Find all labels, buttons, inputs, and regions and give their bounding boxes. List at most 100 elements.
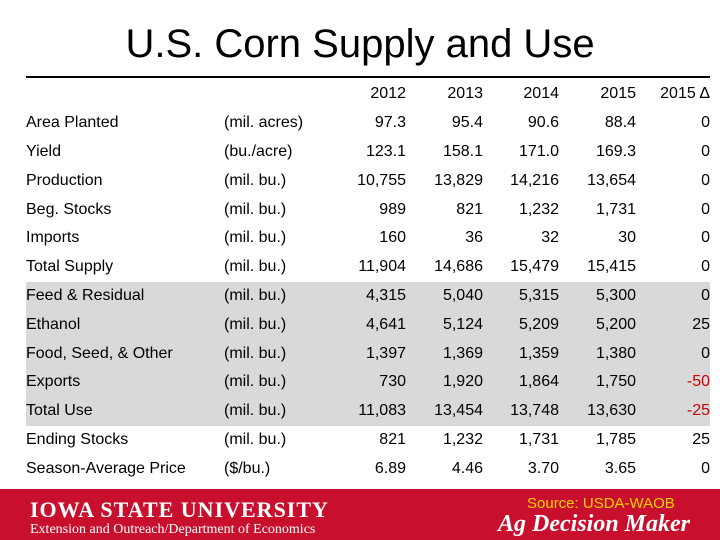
row-label: Ethanol — [26, 310, 224, 340]
value-cell: 1,397 — [334, 339, 406, 368]
value-cell: 158.1 — [442, 142, 483, 160]
value-cell: 1,731 — [518, 430, 559, 448]
value-cell: 5,300 — [559, 281, 636, 311]
row-unit: (mil. bu.) — [224, 200, 287, 218]
change-cell: 0 — [701, 114, 710, 132]
value-cell: 1,920 — [406, 367, 483, 397]
table-row: Imports (mil. bu.) 160 36 32 30 0 — [26, 224, 710, 253]
row-label: Imports — [26, 229, 80, 247]
value-cell: 1,785 — [595, 430, 636, 448]
value-cell: 32 — [541, 229, 559, 247]
row-label: Feed & Residual — [26, 281, 224, 311]
value-cell: 97.3 — [374, 114, 406, 132]
value-cell: 3.65 — [604, 459, 636, 477]
value-cell: 36 — [465, 229, 483, 247]
row-label: Food, Seed, & Other — [26, 339, 224, 368]
value-cell: 13,454 — [406, 396, 483, 426]
value-cell: 821 — [456, 200, 483, 218]
row-unit: (mil. bu.) — [224, 171, 287, 189]
value-cell: 4,315 — [334, 281, 406, 311]
row-label: Production — [26, 171, 103, 189]
change-cell: 0 — [701, 459, 710, 477]
column-header: 2015 — [600, 85, 636, 103]
column-header: 2013 — [447, 85, 483, 103]
value-cell: 1,750 — [559, 367, 636, 397]
value-cell: 5,124 — [406, 310, 483, 340]
value-cell: 13,829 — [434, 171, 483, 189]
value-cell: 5,315 — [483, 281, 559, 311]
header-row: 2012 2013 2014 2015 2015 Δ — [26, 80, 710, 109]
change-cell: 0 — [701, 229, 710, 247]
value-cell: 1,864 — [483, 367, 559, 397]
value-cell: 13,630 — [559, 396, 636, 426]
value-cell: 5,200 — [559, 310, 636, 340]
value-cell: 14,686 — [434, 258, 483, 276]
change-cell: -25 — [636, 396, 710, 426]
change-cell: 0 — [701, 142, 710, 160]
column-header: 2015 Δ — [660, 85, 710, 103]
value-cell: 10,755 — [357, 171, 406, 189]
change-cell: 0 — [701, 200, 710, 218]
value-cell: 11,083 — [334, 396, 406, 426]
value-cell: 3.70 — [527, 459, 559, 477]
value-cell: 1,369 — [406, 339, 483, 368]
value-cell: 4.46 — [451, 459, 483, 477]
row-unit: (mil. bu.) — [224, 310, 334, 340]
value-cell: 1,380 — [559, 339, 636, 368]
row-label: Ending Stocks — [26, 430, 129, 448]
value-cell: 169.3 — [595, 142, 636, 160]
change-cell: 0 — [701, 258, 710, 276]
department-text: Extension and Outreach/Department of Eco… — [30, 522, 316, 537]
table-row: Area Planted (mil. acres) 97.3 95.4 90.6 88.4… — [26, 109, 710, 138]
value-cell: 95.4 — [451, 114, 483, 132]
column-header: 2014 — [523, 85, 559, 103]
table-row: Ending Stocks (mil. bu.) 821 1,232 1,731 1,78… — [26, 426, 710, 455]
change-cell: 0 — [636, 339, 710, 368]
row-unit: (mil. bu.) — [224, 430, 287, 448]
table-row: Food, Seed, & Other (mil. bu.) 1,397 1,369 1… — [26, 339, 710, 368]
change-cell: -50 — [636, 367, 710, 397]
row-label: Season-Average Price — [26, 459, 186, 477]
row-label: Beg. Stocks — [26, 200, 112, 218]
table-row: Beg. Stocks (mil. bu.) 989 821 1,232 1,731 0 — [26, 195, 710, 224]
value-cell: 13,654 — [587, 171, 636, 189]
table-row: Total Supply (mil. bu.) 11,904 14,686 15,479… — [26, 253, 710, 282]
value-cell: 15,479 — [510, 258, 559, 276]
value-cell: 14,216 — [510, 171, 559, 189]
row-unit: (mil. bu.) — [224, 367, 334, 397]
row-unit: (mil. bu.) — [224, 258, 287, 276]
table-row: Production (mil. bu.) 10,755 13,829 14,216 13… — [26, 166, 710, 195]
value-cell: 90.6 — [527, 114, 559, 132]
column-header: 2012 — [370, 85, 406, 103]
table-row: Ethanol (mil. bu.) 4,641 5,124 5,209 5,200 25 — [26, 310, 710, 340]
value-cell: 160 — [379, 229, 406, 247]
row-unit: (mil. bu.) — [224, 339, 334, 368]
page-title: U.S. Corn Supply and Use — [125, 22, 595, 66]
row-unit: (mil. bu.) — [224, 229, 287, 247]
source-note: Source: USDA-WAOB — [527, 495, 675, 512]
row-unit: (mil. bu.) — [224, 281, 334, 311]
value-cell: 1,731 — [595, 200, 636, 218]
footer-banner: IOWA STATE UNIVERSITY Extension and Outr… — [0, 489, 720, 540]
change-cell: 25 — [636, 310, 710, 340]
row-unit: (mil. bu.) — [224, 396, 334, 426]
row-label: Total Supply — [26, 258, 114, 276]
table-row: Feed & Residual (mil. bu.) 4,315 5,040 5,315… — [26, 281, 710, 311]
university-logo: IOWA STATE UNIVERSITY — [30, 497, 329, 522]
row-unit: (mil. acres) — [224, 114, 304, 132]
value-cell: 4,641 — [334, 310, 406, 340]
value-cell: 30 — [618, 229, 636, 247]
supply-use-table: 2012 2013 2014 2015 2015 Δ Area Planted (… — [26, 80, 710, 483]
change-cell: 0 — [701, 171, 710, 189]
row-label: Exports — [26, 367, 224, 397]
ag-decision-maker-logo: Ag Decision Maker — [498, 511, 690, 537]
value-cell: 730 — [334, 367, 406, 397]
change-cell: 25 — [692, 430, 710, 448]
table-row: Season-Average Price ($/bu.) 6.89 4.46 3.70 3… — [26, 454, 710, 483]
row-unit: (bu./acre) — [224, 142, 293, 160]
change-cell: 0 — [636, 281, 710, 311]
row-unit: ($/bu.) — [224, 459, 271, 477]
value-cell: 1,359 — [483, 339, 559, 368]
value-cell: 989 — [379, 200, 406, 218]
header-rule — [26, 76, 710, 78]
